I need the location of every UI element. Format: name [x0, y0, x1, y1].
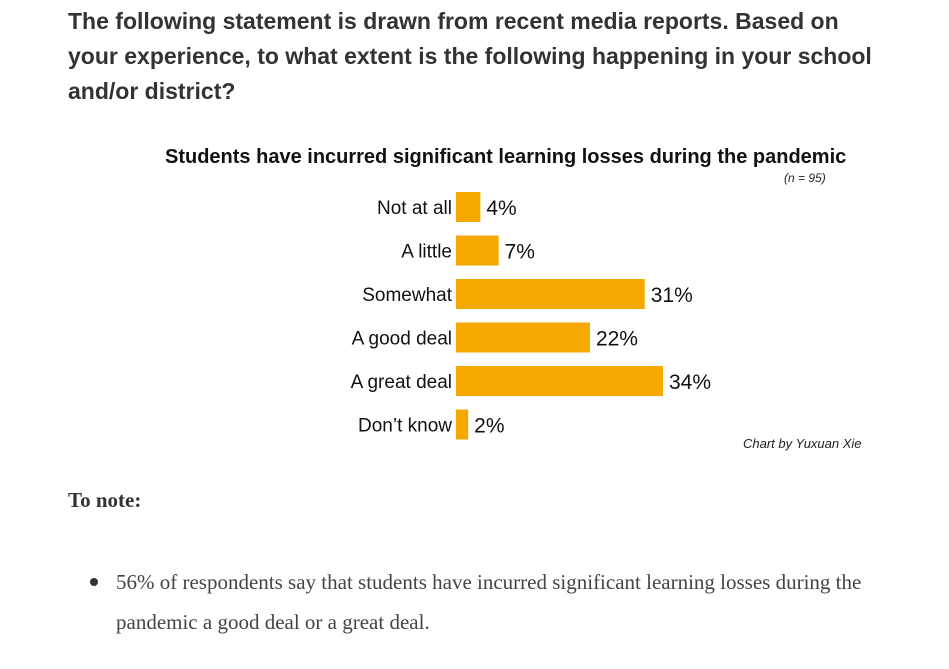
value-label-a-good-deal: 22%	[596, 328, 638, 351]
chart-credit: Chart by Yuxuan Xie	[743, 436, 862, 451]
bar-a-good-deal	[456, 322, 590, 353]
category-label-a-good-deal: A good deal	[352, 329, 452, 350]
note-list-item: 56% of respondents say that students hav…	[68, 562, 888, 642]
question-text: The following statement is drawn from re…	[68, 8, 872, 104]
bar-not-at-all	[456, 192, 481, 222]
category-label-somewhat: Somewhat	[362, 285, 452, 306]
value-label-somewhat: 31%	[651, 284, 693, 307]
bullet-icon	[90, 578, 98, 586]
bar-dont-know	[456, 409, 469, 440]
value-label-a-little: 7%	[505, 241, 535, 264]
value-label-a-great-deal: 34%	[669, 371, 711, 394]
category-label-not-at-all: Not at all	[377, 198, 452, 219]
bar-a-great-deal	[456, 366, 663, 396]
notes-list: 56% of respondents say that students hav…	[68, 562, 888, 642]
chart-title: Students have incurred significant learn…	[165, 146, 847, 168]
note-text: 56% of respondents say that students hav…	[116, 570, 862, 634]
bar-somewhat	[456, 279, 645, 309]
value-label-not-at-all: 4%	[486, 197, 516, 220]
category-label-dont-know: Don’t know	[358, 416, 452, 437]
bar-a-little	[456, 235, 499, 266]
chart-sample-size: (n = 95)	[784, 171, 826, 185]
notes-heading: To note:	[68, 488, 142, 512]
category-label-a-great-deal: A great deal	[351, 372, 452, 393]
category-label-a-little: A little	[401, 242, 452, 263]
value-label-dont-know: 2%	[474, 415, 504, 438]
